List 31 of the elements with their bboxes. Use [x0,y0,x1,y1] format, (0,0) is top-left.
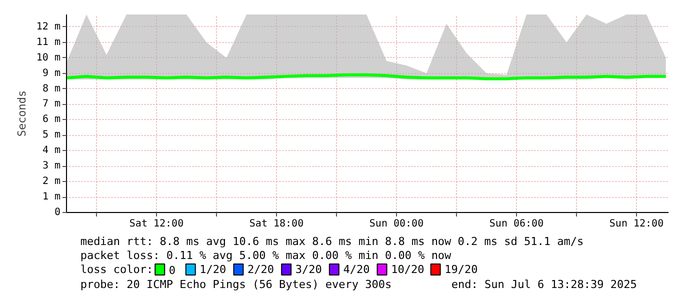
y-axis-title: Seconds [15,90,28,137]
text: probe: 20 ICMP Echo Pings (56 Bytes) every 300s [80,278,392,291]
y-tick-label: 0 [54,207,61,218]
legend-title: loss color: [80,263,154,276]
text: packet loss: 0.11 % avg 5.00 % max 0.00 % min 0.00 % now [80,249,452,262]
text: end: Sun Jul 6 13:28:39 2025 [451,278,637,291]
y-tick-label: 8 m [42,83,60,94]
legend-label: 10/20 [391,263,424,276]
y-tick-label: 12 m [36,21,61,32]
y-tick-label: 4 m [42,145,60,156]
legend-label: 2/20 [248,263,274,276]
legend-label: 1/20 [200,263,226,276]
legend-label: 19/20 [444,263,478,276]
y-tick-label: 6 m [42,114,60,126]
y-tick-label: 7 m [42,98,60,110]
y-tick-label: 3 m [42,160,60,172]
legend-label: 0 [168,264,176,277]
y-tick-label: 5 m [42,130,60,141]
x-tick-label: Sat 18:00 [249,218,304,230]
y-tick-label: 9 m [42,68,60,79]
x-tick-label: Sun 06:00 [489,218,544,230]
text: median rtt: 8.8 ms avg 10.6 ms max 8.6 ms min 8.8 ms now 0.2 ms sd 51.1 am/s [80,235,584,248]
x-tick-label: Sat 12:00 [129,218,184,230]
y-tick-label: 2 m [42,176,60,188]
y-tick-label: 11 m [36,36,61,48]
y-tick-label: 1 m [42,192,60,203]
x-tick-label: Sun 00:00 [369,218,424,230]
legend-label: 3/20 [295,263,322,276]
y-tick-label: 10 m [36,52,61,64]
x-tick-label: Sun 12:00 [609,218,664,230]
legend-label: 4/20 [343,263,370,276]
